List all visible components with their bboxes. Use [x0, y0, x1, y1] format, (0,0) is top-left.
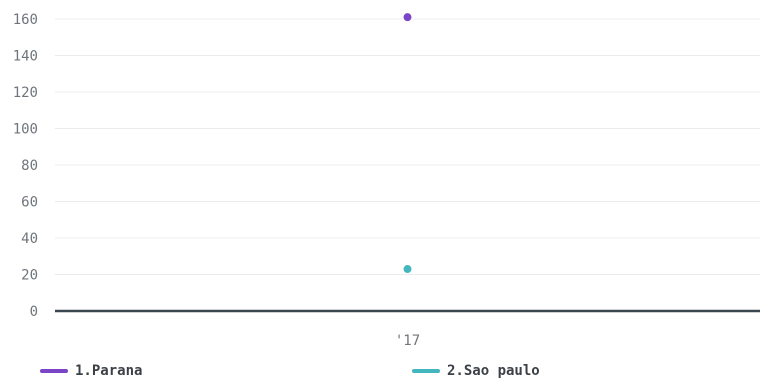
legend-item[interactable]: 2.Sao paulo	[412, 360, 540, 382]
scatter-chart: 0 20 40 60 80 100 120 140 160 '17	[13, 12, 760, 349]
y-tick-label: 100	[13, 122, 38, 138]
y-tick-label: 120	[13, 85, 38, 101]
x-axis: '17	[395, 333, 420, 349]
y-tick-label: 60	[21, 195, 38, 211]
legend-swatch	[412, 369, 440, 373]
y-tick-label: 40	[21, 231, 38, 247]
y-axis: 0 20 40 60 80 100 120 140 160	[13, 12, 38, 320]
legend-label: 1.Parana	[75, 363, 143, 379]
y-tick-label: 80	[21, 158, 38, 174]
legend-swatch	[40, 369, 68, 373]
y-tick-label: 140	[13, 49, 38, 65]
legend-label: 2.Sao paulo	[447, 363, 540, 379]
legend-item[interactable]: 1.Parana	[40, 360, 142, 382]
data-points	[402, 12, 413, 275]
grid-lines	[55, 18, 760, 275]
y-tick-label: 0	[30, 304, 38, 320]
y-tick-label: 20	[21, 268, 38, 284]
y-tick-label: 160	[13, 12, 38, 28]
data-point[interactable]	[402, 264, 413, 275]
x-tick-label: '17	[395, 333, 420, 349]
data-point[interactable]	[402, 12, 413, 23]
